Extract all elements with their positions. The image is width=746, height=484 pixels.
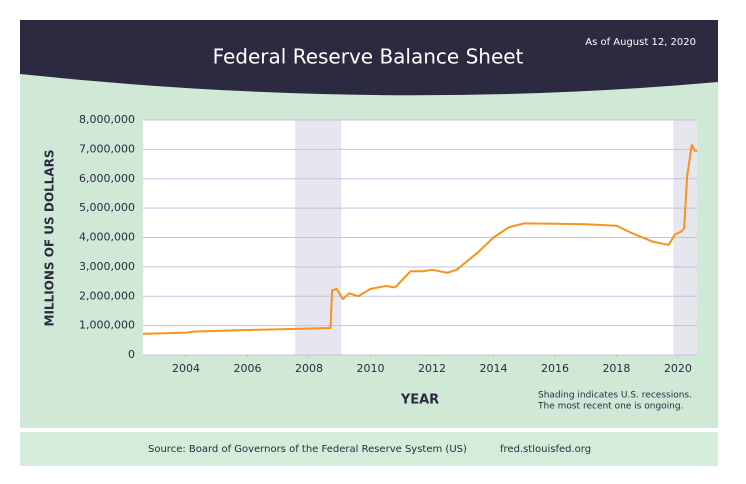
- y-axis-label: MILLIONS OF US DOLLARS: [43, 150, 57, 327]
- x-tick-label: 2012: [418, 362, 446, 375]
- y-tick-label: 4,000,000: [79, 231, 135, 244]
- y-tick-label: 2,000,000: [79, 289, 135, 302]
- x-tick-label: 2016: [541, 362, 569, 375]
- chart-title: Federal Reserve Balance Sheet: [213, 45, 524, 69]
- subtitle: As of August 12, 2020: [585, 37, 696, 48]
- plot: 0 1,000,000 2,000,000 3,000,000 4,000,000 5,0…: [79, 113, 697, 375]
- x-tick-label: 2020: [664, 362, 692, 375]
- header-band: [20, 20, 718, 96]
- y-tick-label: 0: [128, 348, 135, 361]
- x-tick-label: 2006: [234, 362, 262, 375]
- data-line: [142, 143, 697, 335]
- note: The most recent one is ongoing.: [537, 402, 683, 412]
- x-tick-label: 2010: [357, 362, 385, 375]
- y-tick-label: 1,000,000: [79, 319, 135, 332]
- y-tick-label: 7,000,000: [79, 142, 135, 155]
- source-url: fred.stlouisfed.org: [500, 444, 591, 455]
- x-tick-label: 2004: [172, 362, 200, 375]
- x-tick-label: 2014: [479, 362, 507, 375]
- y-tick-label: 8,000,000: [79, 113, 135, 126]
- y-tick-label: 5,000,000: [79, 201, 135, 214]
- y-tick-label: 6,000,000: [79, 172, 135, 185]
- source: Source: Board of Governors of the Federa…: [148, 444, 467, 455]
- footer-band: [20, 432, 718, 466]
- note: Shading indicates U.S. recessions.: [538, 391, 692, 401]
- y-tick-label: 3,000,000: [79, 260, 135, 273]
- x-axis-label: YEAR: [400, 393, 439, 408]
- x-tick-label: 2008: [295, 362, 323, 375]
- x-tick-label: 2018: [602, 362, 630, 375]
